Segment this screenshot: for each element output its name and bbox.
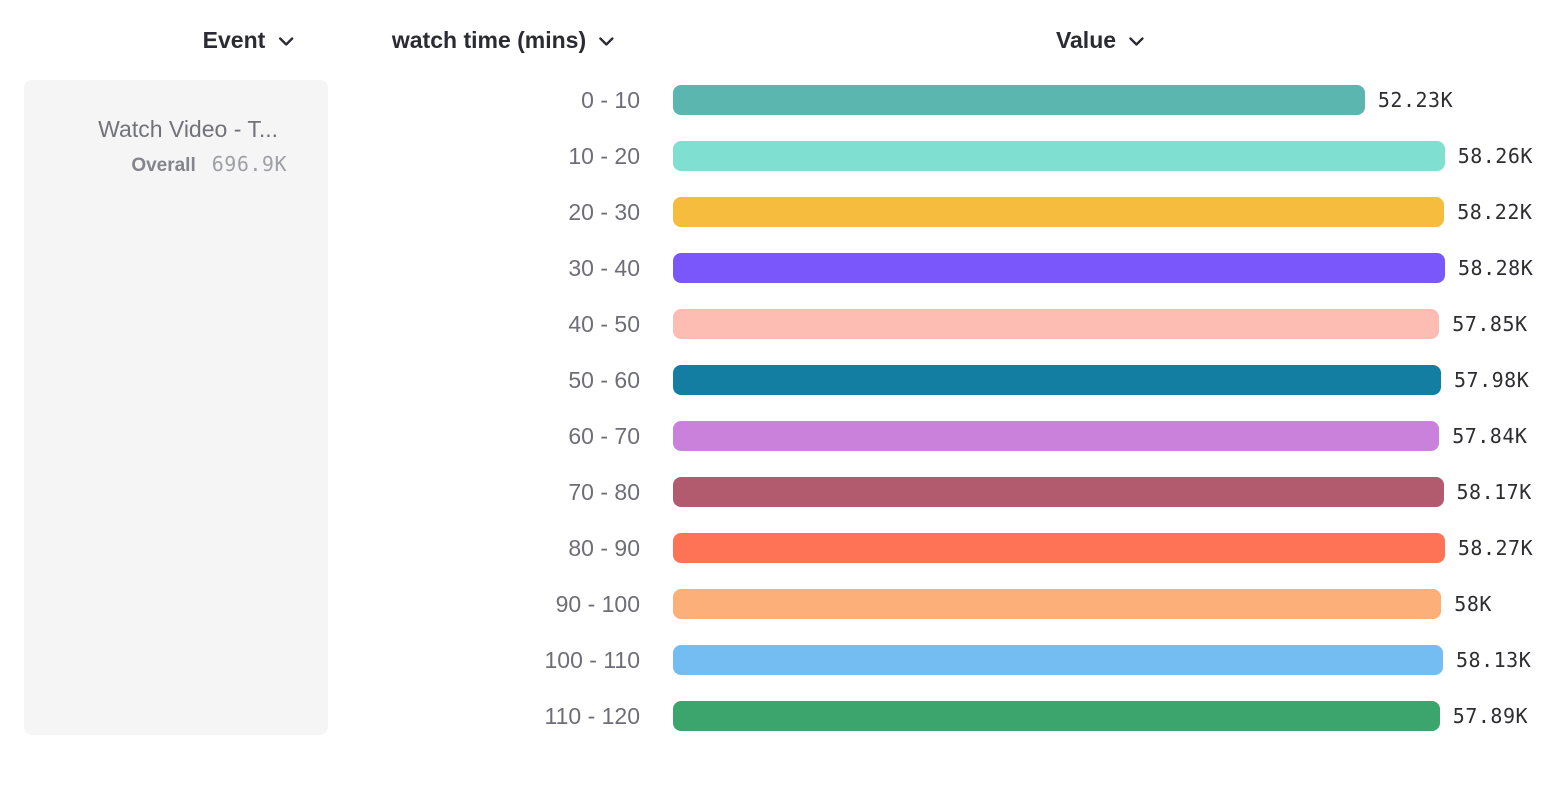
- value-label: 58.27K: [1457, 536, 1534, 560]
- bar-row: 20 - 30 58.22K: [0, 184, 1568, 240]
- overall-label: Overall: [131, 155, 196, 176]
- bar-segment[interactable]: [673, 533, 1445, 563]
- bar-segment[interactable]: [673, 477, 1444, 507]
- value-label: 57.84K: [1452, 424, 1528, 448]
- value-label: 57.98K: [1454, 368, 1530, 392]
- event-name: Watch Video - T...: [98, 116, 278, 142]
- value-label: 57.85K: [1452, 312, 1528, 336]
- bar-row: 40 - 50 57.85K: [0, 296, 1568, 352]
- category-label: 10 - 20: [568, 142, 640, 169]
- category-label: 20 - 30: [568, 198, 640, 225]
- event-overall-row: Overall 696.9K: [24, 152, 328, 177]
- column-header-value[interactable]: Value: [1056, 27, 1144, 54]
- chevron-down-icon: [278, 37, 293, 46]
- category-label: 90 - 100: [555, 590, 640, 617]
- category-label: 60 - 70: [568, 422, 640, 449]
- bar-segment[interactable]: [673, 701, 1440, 731]
- bar-chart: 0 - 10 52.23K 10 - 20 58.26K 20 - 30 58.22K 30…: [0, 72, 1568, 744]
- value-label: 58.26K: [1457, 144, 1533, 168]
- column-header-event-label: Event: [202, 27, 266, 53]
- column-header-breakdown[interactable]: watch time (mins): [392, 27, 614, 54]
- category-label: 100 - 110: [544, 646, 640, 673]
- bar-row: 0 - 10 52.23K: [0, 72, 1568, 128]
- bar-segment[interactable]: [673, 253, 1445, 283]
- value-label: 52.23K: [1377, 88, 1454, 112]
- bar-row: 70 - 80 58.17K: [0, 464, 1568, 520]
- bar-row: 100 - 110 58.13K: [0, 632, 1568, 688]
- bar-segment[interactable]: [673, 421, 1440, 451]
- column-header-event[interactable]: Event: [203, 27, 294, 54]
- chevron-down-icon: [599, 37, 614, 46]
- bar-segment[interactable]: [673, 589, 1442, 619]
- category-label: 80 - 90: [568, 534, 640, 561]
- value-label: 58.13K: [1456, 648, 1532, 672]
- bar-row: 30 - 40 58.28K: [0, 240, 1568, 296]
- bar-row: 10 - 20 58.26K: [0, 128, 1568, 184]
- category-label: 110 - 120: [544, 702, 640, 729]
- overall-value: 696.9K: [211, 152, 287, 176]
- category-label: 30 - 40: [568, 254, 640, 281]
- value-label: 58K: [1454, 592, 1492, 616]
- column-header-value-label: Value: [1055, 27, 1117, 53]
- bar-row: 60 - 70 57.84K: [0, 408, 1568, 464]
- bar-segment[interactable]: [673, 365, 1441, 395]
- value-label: 57.89K: [1452, 704, 1529, 728]
- bar-segment[interactable]: [673, 85, 1365, 115]
- category-label: 50 - 60: [568, 366, 640, 393]
- bar-row: 50 - 60 57.98K: [0, 352, 1568, 408]
- bar-segment[interactable]: [673, 309, 1440, 339]
- bar-segment[interactable]: [673, 645, 1443, 675]
- category-label: 0 - 10: [581, 86, 640, 113]
- column-header-breakdown-label: watch time (mins): [391, 27, 587, 53]
- bar-segment[interactable]: [673, 197, 1445, 227]
- bar-segment[interactable]: [673, 141, 1445, 171]
- bar-row: 90 - 100 58K: [0, 576, 1568, 632]
- value-label: 58.22K: [1457, 200, 1533, 224]
- value-label: 58.28K: [1458, 256, 1534, 280]
- bar-row: 110 - 120 57.89K: [0, 688, 1568, 744]
- chevron-down-icon: [1129, 37, 1144, 46]
- category-label: 40 - 50: [568, 310, 640, 337]
- value-label: 58.17K: [1456, 480, 1532, 504]
- category-label: 70 - 80: [568, 478, 640, 505]
- bar-row: 80 - 90 58.27K: [0, 520, 1568, 576]
- event-card[interactable]: Watch Video - T... Overall 696.9K: [24, 80, 328, 735]
